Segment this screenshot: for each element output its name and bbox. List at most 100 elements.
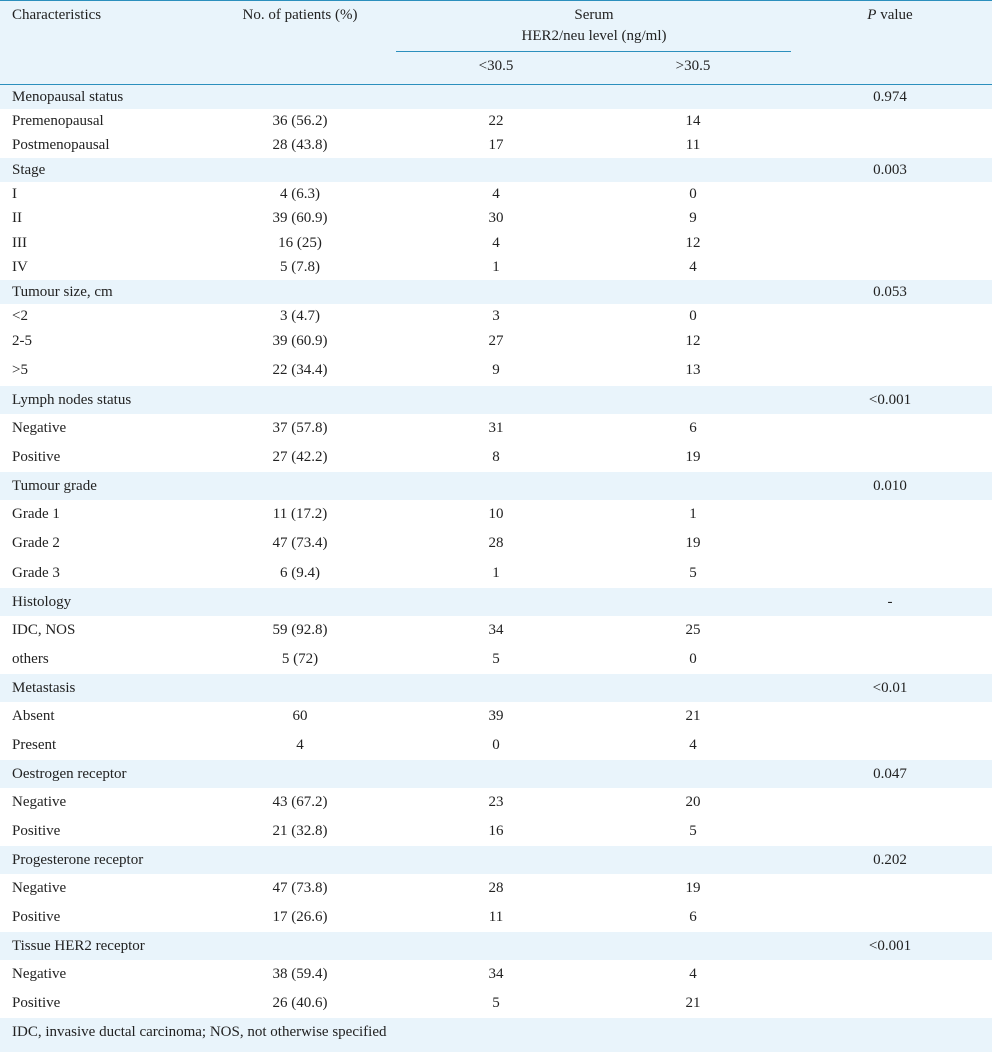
low-count: 1 [492, 564, 500, 581]
group-label: Histology [12, 593, 72, 610]
high-count: 21 [685, 994, 701, 1011]
low-count: 34 [488, 621, 504, 638]
low-count: 28 [488, 879, 504, 896]
table-row: Negative 37 (57.8) 31 6 [0, 414, 992, 442]
high-count: 19 [685, 879, 701, 896]
patients-count: 36 (56.2) [272, 112, 328, 129]
table-row: others 5 (72) 5 0 [0, 644, 992, 674]
patients-count: 47 (73.4) [272, 534, 328, 551]
serum-rule [396, 51, 791, 52]
high-count: 0 [689, 650, 697, 667]
low-count: 0 [492, 736, 500, 753]
row-label: III [12, 234, 27, 251]
group-row: Tumour size, cm 0.053 [0, 280, 992, 304]
patients-count: 3 (4.7) [280, 307, 320, 324]
low-count: 10 [488, 505, 504, 522]
patients-count: 4 (6.3) [280, 185, 320, 202]
high-count: 19 [685, 448, 701, 465]
row-label: I [12, 185, 17, 202]
high-count: 25 [685, 621, 701, 638]
group-label: Lymph nodes status [12, 391, 132, 408]
patients-count: 4 [296, 736, 304, 753]
table-row: Premenopausal 36 (56.2) 22 14 [0, 109, 992, 133]
row-label: IV [12, 259, 28, 275]
row-label: Negative [12, 419, 67, 436]
p-value: 0.047 [873, 765, 907, 782]
low-count: 3 [492, 307, 500, 324]
row-label: <2 [12, 307, 28, 324]
p-value: - [887, 593, 893, 610]
table-row: Positive 27 (42.2) 8 19 [0, 442, 992, 472]
high-count: 4 [689, 259, 697, 275]
row-label: Postmenopausal [12, 137, 110, 153]
group-row: Menopausal status 0.974 [0, 85, 992, 109]
table-row: Negative 38 (59.4) 34 4 [0, 960, 992, 988]
row-label: Grade 3 [12, 564, 60, 581]
low-count: 28 [488, 534, 504, 551]
table-row: IV 5 (7.8) 1 4 [0, 255, 992, 280]
high-count: 0 [689, 185, 697, 202]
group-label: Metastasis [12, 679, 76, 696]
high-count: 6 [689, 908, 697, 925]
top-rule [0, 0, 992, 1]
high-count: 12 [685, 332, 701, 349]
patients-count: 22 (34.4) [272, 361, 328, 378]
low-count: 5 [492, 994, 500, 1011]
table-row: Positive 26 (40.6) 5 21 [0, 988, 992, 1018]
high-count: 19 [685, 534, 701, 551]
low-count: 16 [488, 822, 504, 839]
high-count: 11 [685, 137, 701, 153]
header-high: >30.5 [675, 58, 711, 74]
footnote-text: IDC, invasive ductal carcinoma; NOS, not… [12, 1024, 387, 1040]
group-row: Metastasis <0.01 [0, 674, 992, 702]
patients-count: 28 (43.8) [272, 137, 328, 153]
high-count: 13 [685, 361, 701, 378]
header-low: <30.5 [478, 58, 514, 74]
row-label: IDC, NOS [12, 621, 76, 638]
table-row: Grade 2 47 (73.4) 28 19 [0, 528, 992, 558]
row-label: >5 [12, 361, 28, 378]
row-label: Negative [12, 879, 67, 896]
low-count: 27 [488, 332, 504, 349]
low-count: 39 [488, 707, 504, 724]
group-row: Progesterone receptor 0.202 [0, 846, 992, 874]
group-label: Menopausal status [12, 88, 124, 105]
low-count: 34 [488, 965, 504, 982]
p-value: 0.003 [873, 161, 907, 178]
header-p-italic: P [867, 7, 877, 23]
table-row: 2-5 39 (60.9) 27 12 [0, 328, 992, 354]
table-row: Postmenopausal 28 (43.8) 17 11 [0, 133, 992, 158]
p-value: <0.01 [872, 679, 908, 696]
low-count: 11 [488, 908, 504, 925]
low-count: 31 [488, 419, 504, 436]
group-label: Oestrogen receptor [12, 765, 127, 782]
group-label: Progesterone receptor [12, 851, 144, 868]
table-row: Present 4 0 4 [0, 730, 992, 760]
patients-count: 5 (7.8) [280, 259, 320, 275]
header-serum-line1: Serum [574, 7, 614, 23]
group-row: Stage 0.003 [0, 158, 992, 182]
row-label: others [12, 650, 49, 667]
row-label: 2-5 [12, 332, 32, 349]
high-count: 6 [689, 419, 697, 436]
header-characteristics: Characteristics [12, 7, 102, 23]
table-row: <2 3 (4.7) 3 0 [0, 304, 992, 328]
table-row: Positive 17 (26.6) 11 6 [0, 902, 992, 932]
patients-count: 38 (59.4) [272, 965, 328, 982]
row-label: Negative [12, 965, 67, 982]
low-count: 30 [488, 210, 504, 226]
table-row: III 16 (25) 4 12 [0, 231, 992, 255]
patients-count: 60 [292, 707, 308, 724]
p-value: 0.010 [873, 477, 907, 494]
low-count: 5 [492, 650, 500, 667]
row-label: Grade 1 [12, 505, 60, 522]
low-count: 17 [488, 137, 504, 153]
high-count: 0 [689, 307, 697, 324]
high-count: 4 [689, 965, 697, 982]
table-footnote: IDC, invasive ductal carcinoma; NOS, not… [0, 1018, 992, 1052]
low-count: 23 [488, 793, 504, 810]
high-count: 21 [685, 707, 701, 724]
high-count: 4 [689, 736, 697, 753]
table-row: I 4 (6.3) 4 0 [0, 182, 992, 206]
group-label: Stage [12, 161, 46, 178]
